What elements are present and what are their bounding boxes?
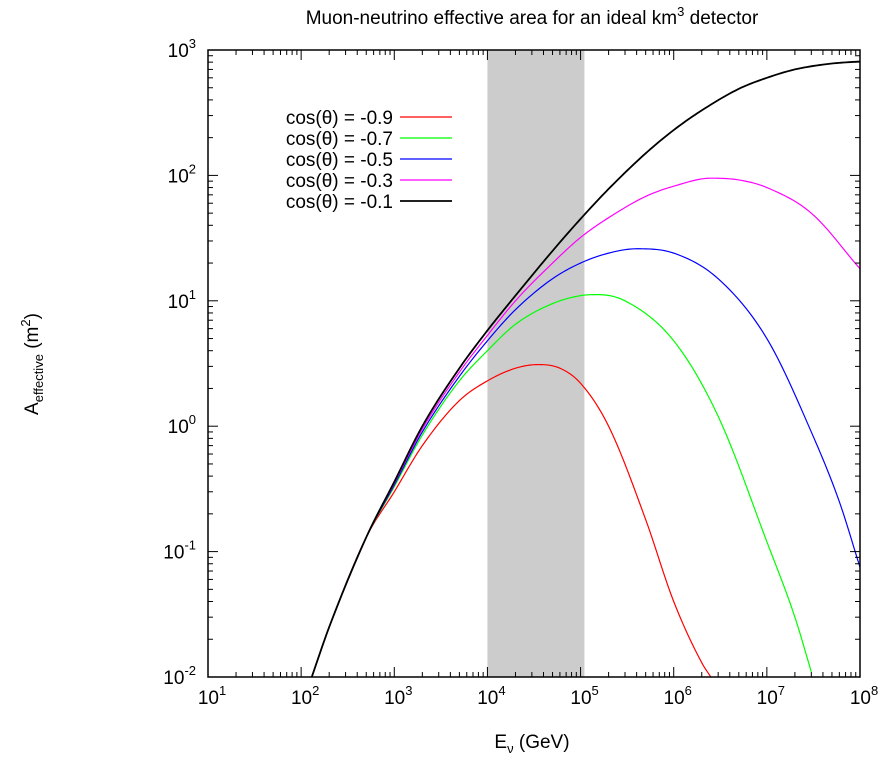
x-tick-label: 108 xyxy=(850,683,878,709)
x-tick-label: 102 xyxy=(291,683,319,709)
x-tick-label: 101 xyxy=(198,683,226,709)
x-tick-label: 105 xyxy=(570,683,598,709)
series-line-5 xyxy=(310,60,860,677)
y-tick-label: 102 xyxy=(168,161,196,187)
legend-label-1: cos(θ) = -0.9 xyxy=(286,108,393,129)
legend-label-3: cos(θ) = -0.5 xyxy=(286,150,393,171)
legend-label-4: cos(θ) = -0.3 xyxy=(286,171,393,192)
y-tick-label: 103 xyxy=(168,36,196,62)
plot-area xyxy=(310,50,860,677)
shaded-energy-band xyxy=(487,50,585,677)
legend-label-2: cos(θ) = -0.7 xyxy=(286,129,393,150)
chart-title: Muon-neutrino effective area for an idea… xyxy=(306,4,759,29)
plot-frame xyxy=(207,49,861,678)
series-line-1 xyxy=(311,363,712,677)
y-axis-label: Aeffective (m2) xyxy=(18,313,46,415)
y-tick-label: 10-1 xyxy=(163,538,196,564)
y-tick-label: 100 xyxy=(168,412,196,438)
y-tick-label: 101 xyxy=(168,287,196,313)
x-tick-label: 103 xyxy=(384,683,412,709)
series-line-3 xyxy=(311,248,860,677)
legend-label-5: cos(θ) = -0.1 xyxy=(286,192,393,213)
tick-labels: 101 102 103 104 105 106 107 108 10-2 10-1 100 101 10… xyxy=(163,36,878,709)
x-tick-label: 106 xyxy=(664,683,692,709)
x-axis-label: Eν (GeV) xyxy=(494,732,569,756)
x-tick-label: 104 xyxy=(477,683,505,709)
x-tick-label: 107 xyxy=(757,683,785,709)
y-tick-label: 10-2 xyxy=(163,663,196,689)
